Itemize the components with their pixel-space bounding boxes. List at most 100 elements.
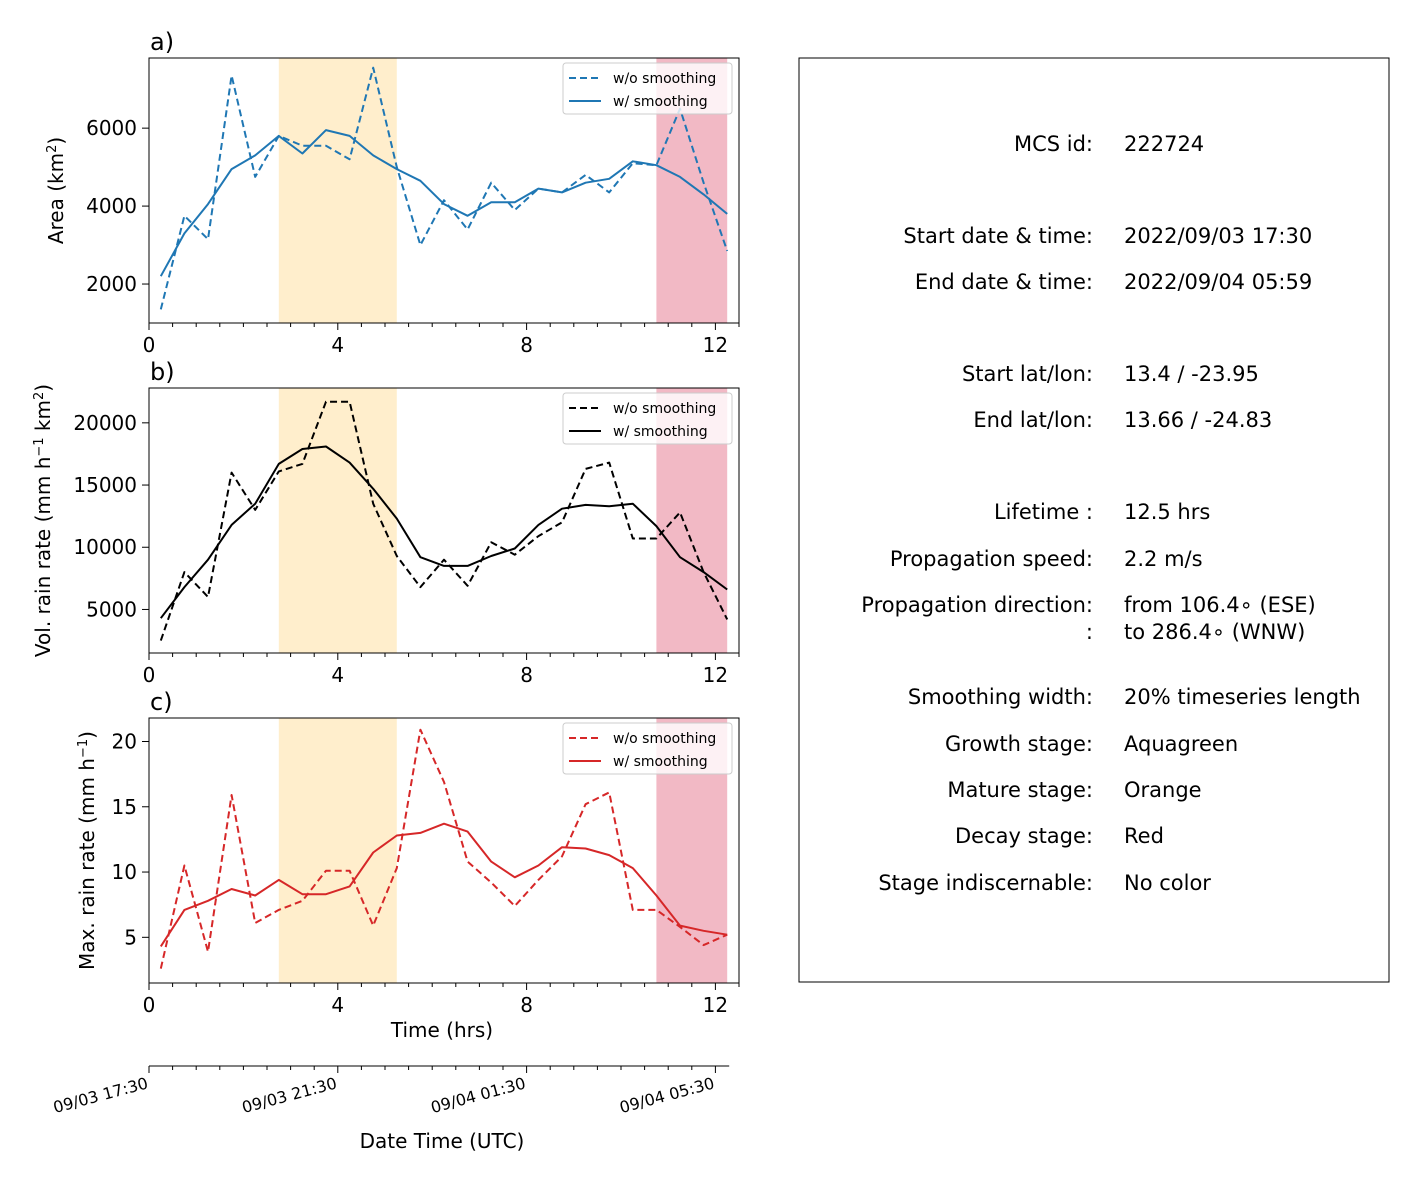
info-row: Mature stage: Orange: [947, 778, 1201, 802]
y-axis-label: Area (km2): [44, 137, 68, 244]
info-label: Start lat/lon:: [962, 362, 1093, 386]
y-tick-label: 4000: [86, 194, 137, 218]
info-row: Growth stage: Aquagreen: [945, 732, 1238, 756]
plot-frame: [148, 57, 740, 324]
y-tick-label: 15000: [73, 473, 137, 497]
y-axis-label: Max. rain rate (mm h−1): [75, 731, 99, 970]
panel-label: c): [150, 688, 173, 716]
panel-a: 0 4 8 12 2000 4000 6000 a) Area (km2) w/o smoothi…: [44, 28, 740, 357]
series-line-without-smoothing: [159, 400, 729, 641]
info-label: End date & time:: [915, 270, 1093, 294]
y-tick-label: 6000: [86, 116, 137, 140]
info-label: End lat/lon:: [973, 408, 1093, 432]
x-axis-label: Time (hrs): [390, 1018, 493, 1042]
info-row: Lifetime : 12.5 hrs: [994, 500, 1210, 524]
legend-label: w/ smoothing: [613, 424, 708, 440]
legend-label: w/ smoothing: [613, 754, 708, 770]
info-row: End lat/lon: 13.66 / -24.83: [973, 408, 1272, 432]
info-value: 222724: [1124, 132, 1204, 156]
datetime-tick-label: 09/03 17:30: [51, 1074, 150, 1118]
info-value: Aquagreen: [1124, 732, 1238, 756]
legend: w/o smoothing w/ smoothing: [562, 392, 733, 445]
panel-b: 0 4 8 12 5000 10000 15000 20000 b) Vol. rain rate…: [31, 358, 740, 687]
y-axis-label: Vol. rain rate (mm h−1 km2): [31, 384, 55, 657]
info-label: Growth stage:: [945, 732, 1093, 756]
datetime-tick-label: 09/04 01:30: [429, 1074, 528, 1118]
legend-label: w/o smoothing: [613, 401, 716, 417]
x-tick-label: 4: [331, 333, 344, 357]
x-tick-label: 8: [520, 333, 533, 357]
info-row: Stage indiscernable: No color: [878, 871, 1211, 895]
datetime-tick-label: 09/04 05:30: [618, 1074, 717, 1118]
info-frame: [798, 57, 1390, 983]
info-value: Red: [1124, 824, 1164, 848]
y-tick-label: 20000: [73, 411, 137, 435]
info-value: to 286.4∘ (WNW): [1124, 620, 1305, 644]
info-value: 13.4 / -23.95: [1124, 362, 1259, 386]
info-panel: MCS id: 222724 Start date & time: 2022/09/0…: [798, 57, 1390, 983]
plot-frame: [148, 717, 740, 984]
x-tick-label: 4: [331, 993, 344, 1017]
legend-box: [562, 722, 733, 775]
y-tick-label: 10000: [73, 535, 137, 559]
legend-label: w/o smoothing: [613, 731, 716, 747]
stage-band-mature: [278, 58, 397, 323]
y-tick-label: 20: [112, 729, 137, 753]
info-label: Stage indiscernable:: [878, 871, 1093, 895]
info-value: 2.2 m/s: [1124, 547, 1203, 571]
legend: w/o smoothing w/ smoothing: [562, 62, 733, 115]
x-tick-label: 8: [520, 993, 533, 1017]
info-label: Propagation direction:: [861, 593, 1093, 617]
info-row: Propagation speed: 2.2 m/s: [890, 547, 1203, 571]
y-tick-label: 5: [124, 925, 137, 949]
info-value: from 106.4∘ (ESE): [1124, 593, 1316, 617]
legend-box: [562, 392, 733, 445]
datetime-tick-label: 09/03 21:30: [240, 1074, 339, 1118]
x-tick-label: 12: [703, 663, 728, 687]
info-row: Start date & time: 2022/09/03 17:30: [903, 224, 1312, 248]
info-label: Lifetime :: [994, 500, 1093, 524]
x-tick-label: 8: [520, 663, 533, 687]
info-label: :: [1086, 620, 1093, 644]
info-label: Propagation speed:: [890, 547, 1093, 571]
x-tick-label: 0: [143, 663, 156, 687]
info-label: MCS id:: [1014, 132, 1093, 156]
series-line-with-smoothing: [160, 445, 728, 619]
plot-frame: [148, 387, 740, 654]
x-tick-label: 12: [703, 993, 728, 1017]
x-tick-label: 12: [703, 333, 728, 357]
y-tick-label: 2000: [86, 272, 137, 296]
info-row: Smoothing width: 20% timeseries length: [908, 685, 1361, 709]
series-line-without-smoothing: [159, 66, 729, 310]
info-value: No color: [1124, 871, 1211, 895]
panel-label: b): [150, 358, 175, 386]
legend-box: [562, 62, 733, 115]
y-tick-label: 10: [112, 860, 137, 884]
datetime-axis-label: Date Time (UTC): [360, 1129, 525, 1153]
series-line-with-smoothing: [159, 822, 728, 947]
y-tick-label: 15: [112, 795, 137, 819]
info-value: Orange: [1124, 778, 1202, 802]
info-row: Decay stage: Red: [955, 824, 1164, 848]
info-row: : to 286.4∘ (WNW): [1086, 620, 1305, 644]
info-row: MCS id: 222724: [1014, 132, 1204, 156]
info-label: Mature stage:: [947, 778, 1093, 802]
x-tick-label: 0: [143, 333, 156, 357]
stage-band-mature: [278, 388, 397, 653]
info-label: Start date & time:: [903, 224, 1093, 248]
info-value: 2022/09/04 05:59: [1124, 270, 1312, 294]
legend-label: w/ smoothing: [613, 94, 708, 110]
stage-band-mature: [278, 718, 397, 983]
info-value: 13.66 / -24.83: [1124, 408, 1272, 432]
series-line-with-smoothing: [159, 129, 728, 277]
info-label: Smoothing width:: [908, 685, 1093, 709]
x-tick-label: 4: [331, 663, 344, 687]
info-value: 20% timeseries length: [1124, 685, 1361, 709]
legend-label: w/o smoothing: [613, 71, 716, 87]
info-row: Propagation direction: from 106.4∘ (ESE): [861, 593, 1315, 617]
series-line-without-smoothing: [159, 728, 728, 969]
legend: w/o smoothing w/ smoothing: [562, 722, 733, 775]
datetime-axis: 09/03 17:30 09/03 21:30 09/04 01:30 09/04 0…: [51, 1065, 730, 1153]
info-row: Start lat/lon: 13.4 / -23.95: [962, 362, 1259, 386]
